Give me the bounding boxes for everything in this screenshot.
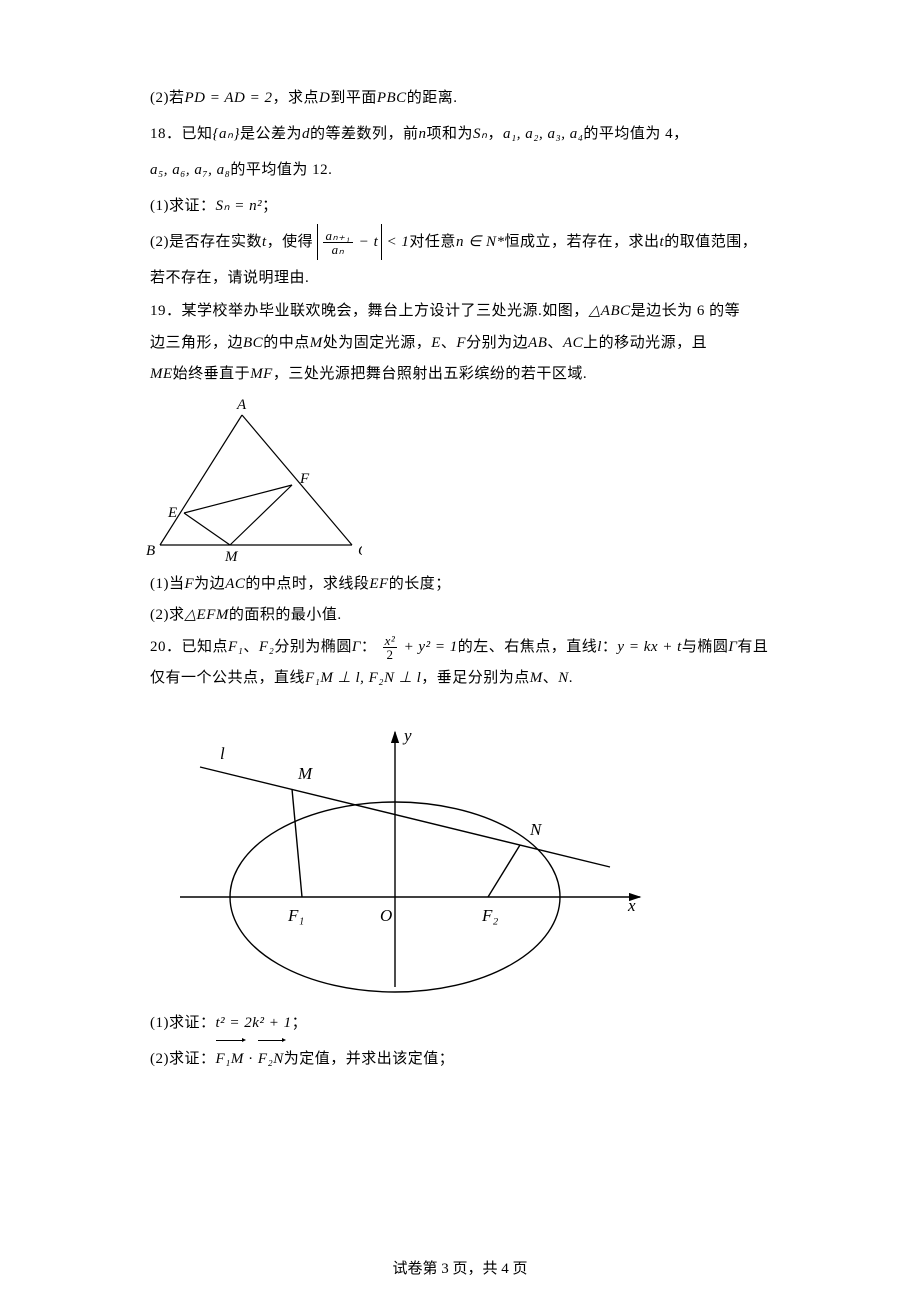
q19-l3: ME始终垂直于MF，三处光源把舞台照射出五彩缤纷的若干区域. [150,359,770,391]
svg-text:M: M [297,764,313,783]
q20-l1: 20．已知点F₁、F₂分别为椭圆Γ： x²2 + y² = 1的左、右焦点，直线… [150,632,770,664]
svg-text:F₁: F₁ [287,906,304,925]
svg-text:x: x [627,896,636,915]
abs-expr: aₙ₊₁aₙ − t [317,224,382,260]
svg-text:M: M [224,549,239,565]
figure-ellipse: l M N F₁ F₂ Ox y [170,707,650,997]
page-footer: 试卷第 3 页，共 4 页 [0,1257,920,1278]
q18-stem-l2: a₅, a₆, a₇, a₈的平均值为 12. [150,152,770,188]
q18-1: (1)求证：Sₙ = n²； [150,188,770,224]
svg-text:O: O [380,906,392,925]
svg-text:F₂: F₂ [481,906,498,925]
svg-text:y: y [402,726,412,745]
svg-text:F: F [299,471,310,487]
q18-2-l2: 若不存在，请说明理由. [150,260,770,296]
q19-l1: 19．某学校举办毕业联欢晚会，舞台上方设计了三处光源.如图，△ABC是边长为 6… [150,296,770,328]
svg-text:N: N [529,820,543,839]
q19-1: (1)当F为边AC的中点时，求线段EF的长度； [150,569,770,601]
figure-triangle: A B C M E F [142,395,362,565]
q19-2: (2)求△EFM的面积的最小值. [150,600,770,632]
q20-1: (1)求证：t² = 2k² + 1； [150,1005,770,1041]
q19-l2: 边三角形，边BC的中点M处为固定光源，E、F分别为边AB、AC上的移动光源，且 [150,328,770,360]
q20-2: (2)求证：F₁M · F₂N为定值，并求出该定值； [150,1041,770,1077]
svg-text:B: B [146,543,155,559]
q18-stem-l1: 18．已知{aₙ}是公差为d的等差数列，前n项和为Sₙ，a₁, a₂, a₃, … [150,116,770,152]
svg-text:A: A [236,397,247,413]
q17-2: (2)若PD = AD = 2，求点D到平面PBC的距离. [150,80,770,116]
svg-text:l: l [220,744,225,763]
q18-2-l1: (2)是否存在实数t，使得 aₙ₊₁aₙ − t < 1对任意n ∈ N*恒成立… [150,224,770,260]
svg-text:E: E [167,505,177,521]
svg-text:C: C [358,543,362,559]
q20-l2: 仅有一个公共点，直线F₁M ⊥ l, F₂N ⊥ l，垂足分别为点M、N. [150,663,770,695]
